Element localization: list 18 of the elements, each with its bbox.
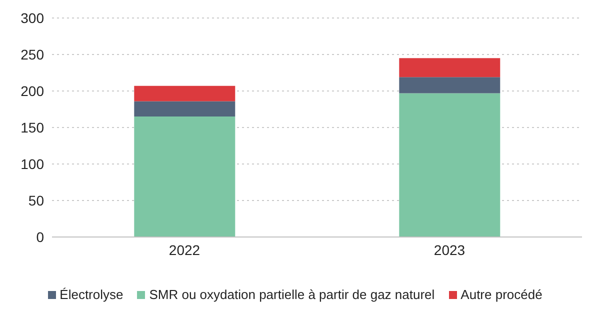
- y-tick-label: 0: [36, 228, 44, 245]
- bar: [134, 86, 236, 102]
- legend-label: SMR ou oxydation partielle à partir de gaz naturel: [148, 287, 435, 302]
- bar: [134, 116, 236, 237]
- x-tick-label: 2022: [168, 242, 200, 258]
- y-tick-label: 200: [20, 82, 44, 99]
- bar: [134, 101, 236, 117]
- x-tick-label: 2023: [434, 242, 466, 258]
- legend-label: Autre procédé: [460, 287, 542, 302]
- y-tick-label: 50: [28, 192, 44, 208]
- bar: [399, 58, 500, 78]
- legend-label: Électrolyse: [58, 287, 124, 302]
- y-tick-label: 100: [20, 156, 44, 172]
- y-tick-label: 150: [20, 119, 44, 136]
- bar: [399, 93, 500, 237]
- y-tick-label: 300: [20, 10, 44, 26]
- y-tick-label: 250: [20, 46, 44, 62]
- bar: [399, 77, 500, 94]
